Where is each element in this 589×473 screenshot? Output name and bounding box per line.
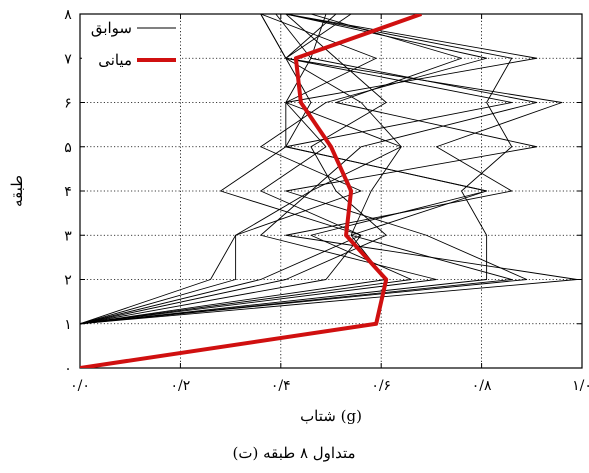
y-axis-title: طبقه <box>8 175 26 207</box>
legend: سوابق میانی <box>82 15 180 71</box>
record-line <box>80 14 387 325</box>
y-tick-labels: ۰ ۱ ۲ ۳ ۴ ۵ ۶ ۷ ۸ <box>64 7 72 377</box>
median-polyline <box>80 14 423 368</box>
record-line <box>80 14 377 325</box>
record-line <box>80 14 538 325</box>
median-line <box>80 14 423 368</box>
figure-caption: (ت) متداول ۸ طبقه <box>232 444 355 462</box>
x-tick-label: ۱/۰ <box>572 378 589 394</box>
record-line <box>80 14 538 325</box>
x-tick-label: ۰/۸ <box>472 378 492 394</box>
x-tick-labels: ۰/۰ ۰/۲ ۰/۴ ۰/۶ ۰/۸ ۱/۰ <box>70 378 589 394</box>
y-tick-label: ۳ <box>64 228 72 244</box>
record-line <box>80 14 538 325</box>
y-tick-label: ۰ <box>64 361 72 377</box>
x-tick-label: ۰/۰ <box>70 378 90 394</box>
y-tick-label: ۷ <box>64 51 72 67</box>
y-tick-label: ۵ <box>64 140 72 156</box>
legend-label-median: میانی <box>98 51 132 69</box>
y-tick-label: ۸ <box>64 7 72 23</box>
record-line <box>80 14 488 325</box>
x-tick-label: ۰/۶ <box>371 378 391 394</box>
y-tick-label: ۶ <box>64 96 72 112</box>
grid <box>79 13 583 369</box>
x-tick-label: ۰/۲ <box>171 378 191 394</box>
x-tick-label: ۰/۴ <box>271 378 291 394</box>
y-tick-label: ۱ <box>64 317 72 333</box>
record-line <box>80 14 362 325</box>
y-tick-label: ۴ <box>64 184 72 200</box>
legend-label-records: سوابق <box>91 19 132 37</box>
x-axis-title: شتاب (g) <box>300 407 362 425</box>
record-line <box>80 14 578 325</box>
y-tick-label: ۲ <box>64 273 72 289</box>
